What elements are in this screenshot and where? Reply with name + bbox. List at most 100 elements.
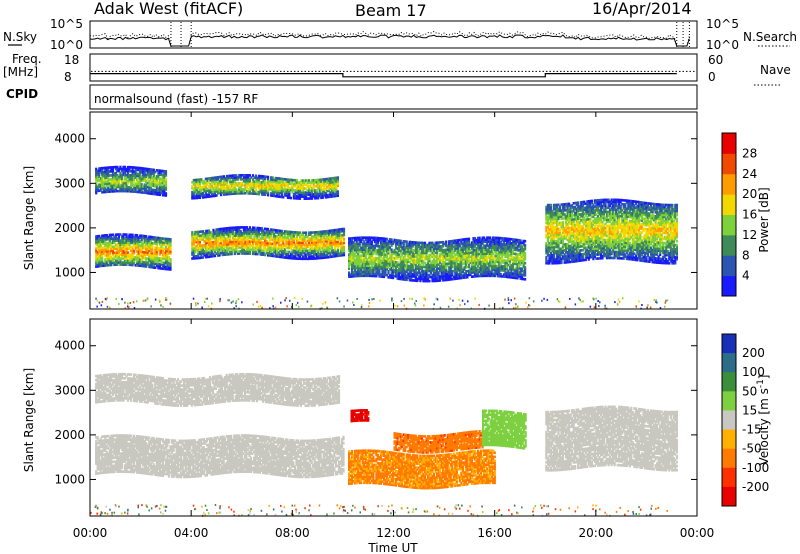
- power-cell: [254, 244, 258, 248]
- power-cell: [242, 184, 245, 187]
- power-cell: [207, 243, 211, 246]
- power-cell: [134, 233, 137, 237]
- power-cell: [217, 190, 220, 193]
- power-cell: [312, 179, 315, 182]
- power-cell: [101, 256, 104, 260]
- power-cell: [288, 192, 291, 196]
- power-cell: [308, 239, 311, 242]
- power-cell: [140, 264, 143, 268]
- power-cell: [107, 182, 110, 185]
- power-cell: [341, 229, 344, 233]
- power-cell: [104, 244, 107, 247]
- power-cell: [107, 249, 110, 253]
- power-cell: [253, 184, 256, 187]
- power-cell: [137, 242, 140, 245]
- power-cell: [104, 178, 107, 182]
- power-cell: [270, 178, 273, 181]
- power-cell: [220, 193, 223, 197]
- power-cell: [329, 251, 332, 255]
- power-cell: [130, 263, 133, 267]
- power-cell: [163, 194, 166, 197]
- power-cell: [259, 186, 262, 190]
- power-cell: [318, 232, 321, 236]
- power-cell: [339, 250, 343, 253]
- power-cell: [330, 255, 333, 258]
- power-cell: [235, 240, 238, 243]
- power-cell: [297, 195, 300, 198]
- power-cell: [314, 253, 317, 256]
- power-cell: [131, 257, 134, 261]
- power-cell: [330, 245, 333, 248]
- power-cell: [206, 255, 209, 259]
- power-cell: [245, 250, 248, 253]
- power-cell: [142, 254, 145, 258]
- power-cell: [143, 167, 146, 170]
- power-cell: [318, 240, 321, 244]
- power-cell: [336, 230, 339, 234]
- power-cell: [288, 242, 291, 246]
- power-cell: [294, 191, 297, 194]
- power-cell: [309, 191, 312, 194]
- power-cell: [279, 243, 282, 247]
- power-cell: [136, 262, 139, 265]
- power-cell: [160, 239, 163, 242]
- power-cell: [163, 247, 166, 251]
- power-cell: [276, 241, 279, 244]
- power-cell: [195, 244, 198, 248]
- power-cell: [98, 189, 101, 192]
- power-cell: [297, 185, 300, 188]
- power-cell: [194, 230, 197, 234]
- power-cell: [169, 264, 172, 267]
- power-cell: [146, 173, 149, 177]
- power-cell: [95, 175, 98, 179]
- power-cell: [142, 171, 145, 174]
- power-cell: [113, 179, 116, 183]
- power-cell: [206, 177, 209, 180]
- power-cell: [267, 189, 270, 193]
- power-cell: [217, 184, 220, 187]
- power-cell: [157, 183, 160, 186]
- power-cell: [191, 235, 194, 238]
- power-cell: [201, 248, 204, 251]
- power-cell: [148, 239, 151, 243]
- power-cell: [142, 167, 145, 170]
- power-cell: [154, 250, 157, 253]
- power-cell: [157, 191, 160, 194]
- power-cell: [137, 260, 140, 263]
- power-cell: [300, 195, 303, 198]
- power-cell: [164, 261, 168, 265]
- power-cell: [264, 193, 267, 196]
- power-cell: [113, 245, 116, 249]
- power-cell: [327, 245, 330, 249]
- power-cell: [142, 244, 145, 248]
- power-cell: [306, 185, 309, 188]
- power-cell: [155, 262, 158, 266]
- power-cell: [142, 250, 145, 254]
- power-cell: [311, 189, 314, 192]
- power-cell: [160, 173, 163, 177]
- power-cell: [101, 181, 104, 184]
- power-cell: [282, 254, 285, 257]
- power-cell: [217, 238, 220, 241]
- power-cell: [108, 257, 111, 261]
- power-cell: [242, 174, 245, 177]
- power-cell: [167, 242, 171, 245]
- power-cell: [110, 243, 113, 247]
- power-cell: [160, 245, 163, 248]
- power-cell: [195, 182, 198, 186]
- power-cell: [200, 190, 203, 193]
- power-cell: [317, 230, 320, 234]
- power-cell: [116, 257, 119, 260]
- power-heatmap: [95, 165, 678, 310]
- power-cell: [283, 248, 286, 251]
- power-cell: [253, 232, 256, 236]
- power-cell: [326, 237, 329, 241]
- power-cell: [236, 228, 239, 231]
- power-cell: [158, 259, 161, 262]
- power-cell: [116, 251, 119, 254]
- power-cell: [117, 251, 120, 254]
- power-cell: [110, 255, 113, 259]
- power-cell: [116, 239, 119, 242]
- power-cell: [133, 243, 136, 247]
- power-cell: [264, 179, 267, 182]
